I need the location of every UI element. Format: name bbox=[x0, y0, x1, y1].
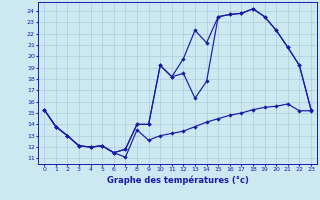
X-axis label: Graphe des températures (°c): Graphe des températures (°c) bbox=[107, 175, 249, 185]
